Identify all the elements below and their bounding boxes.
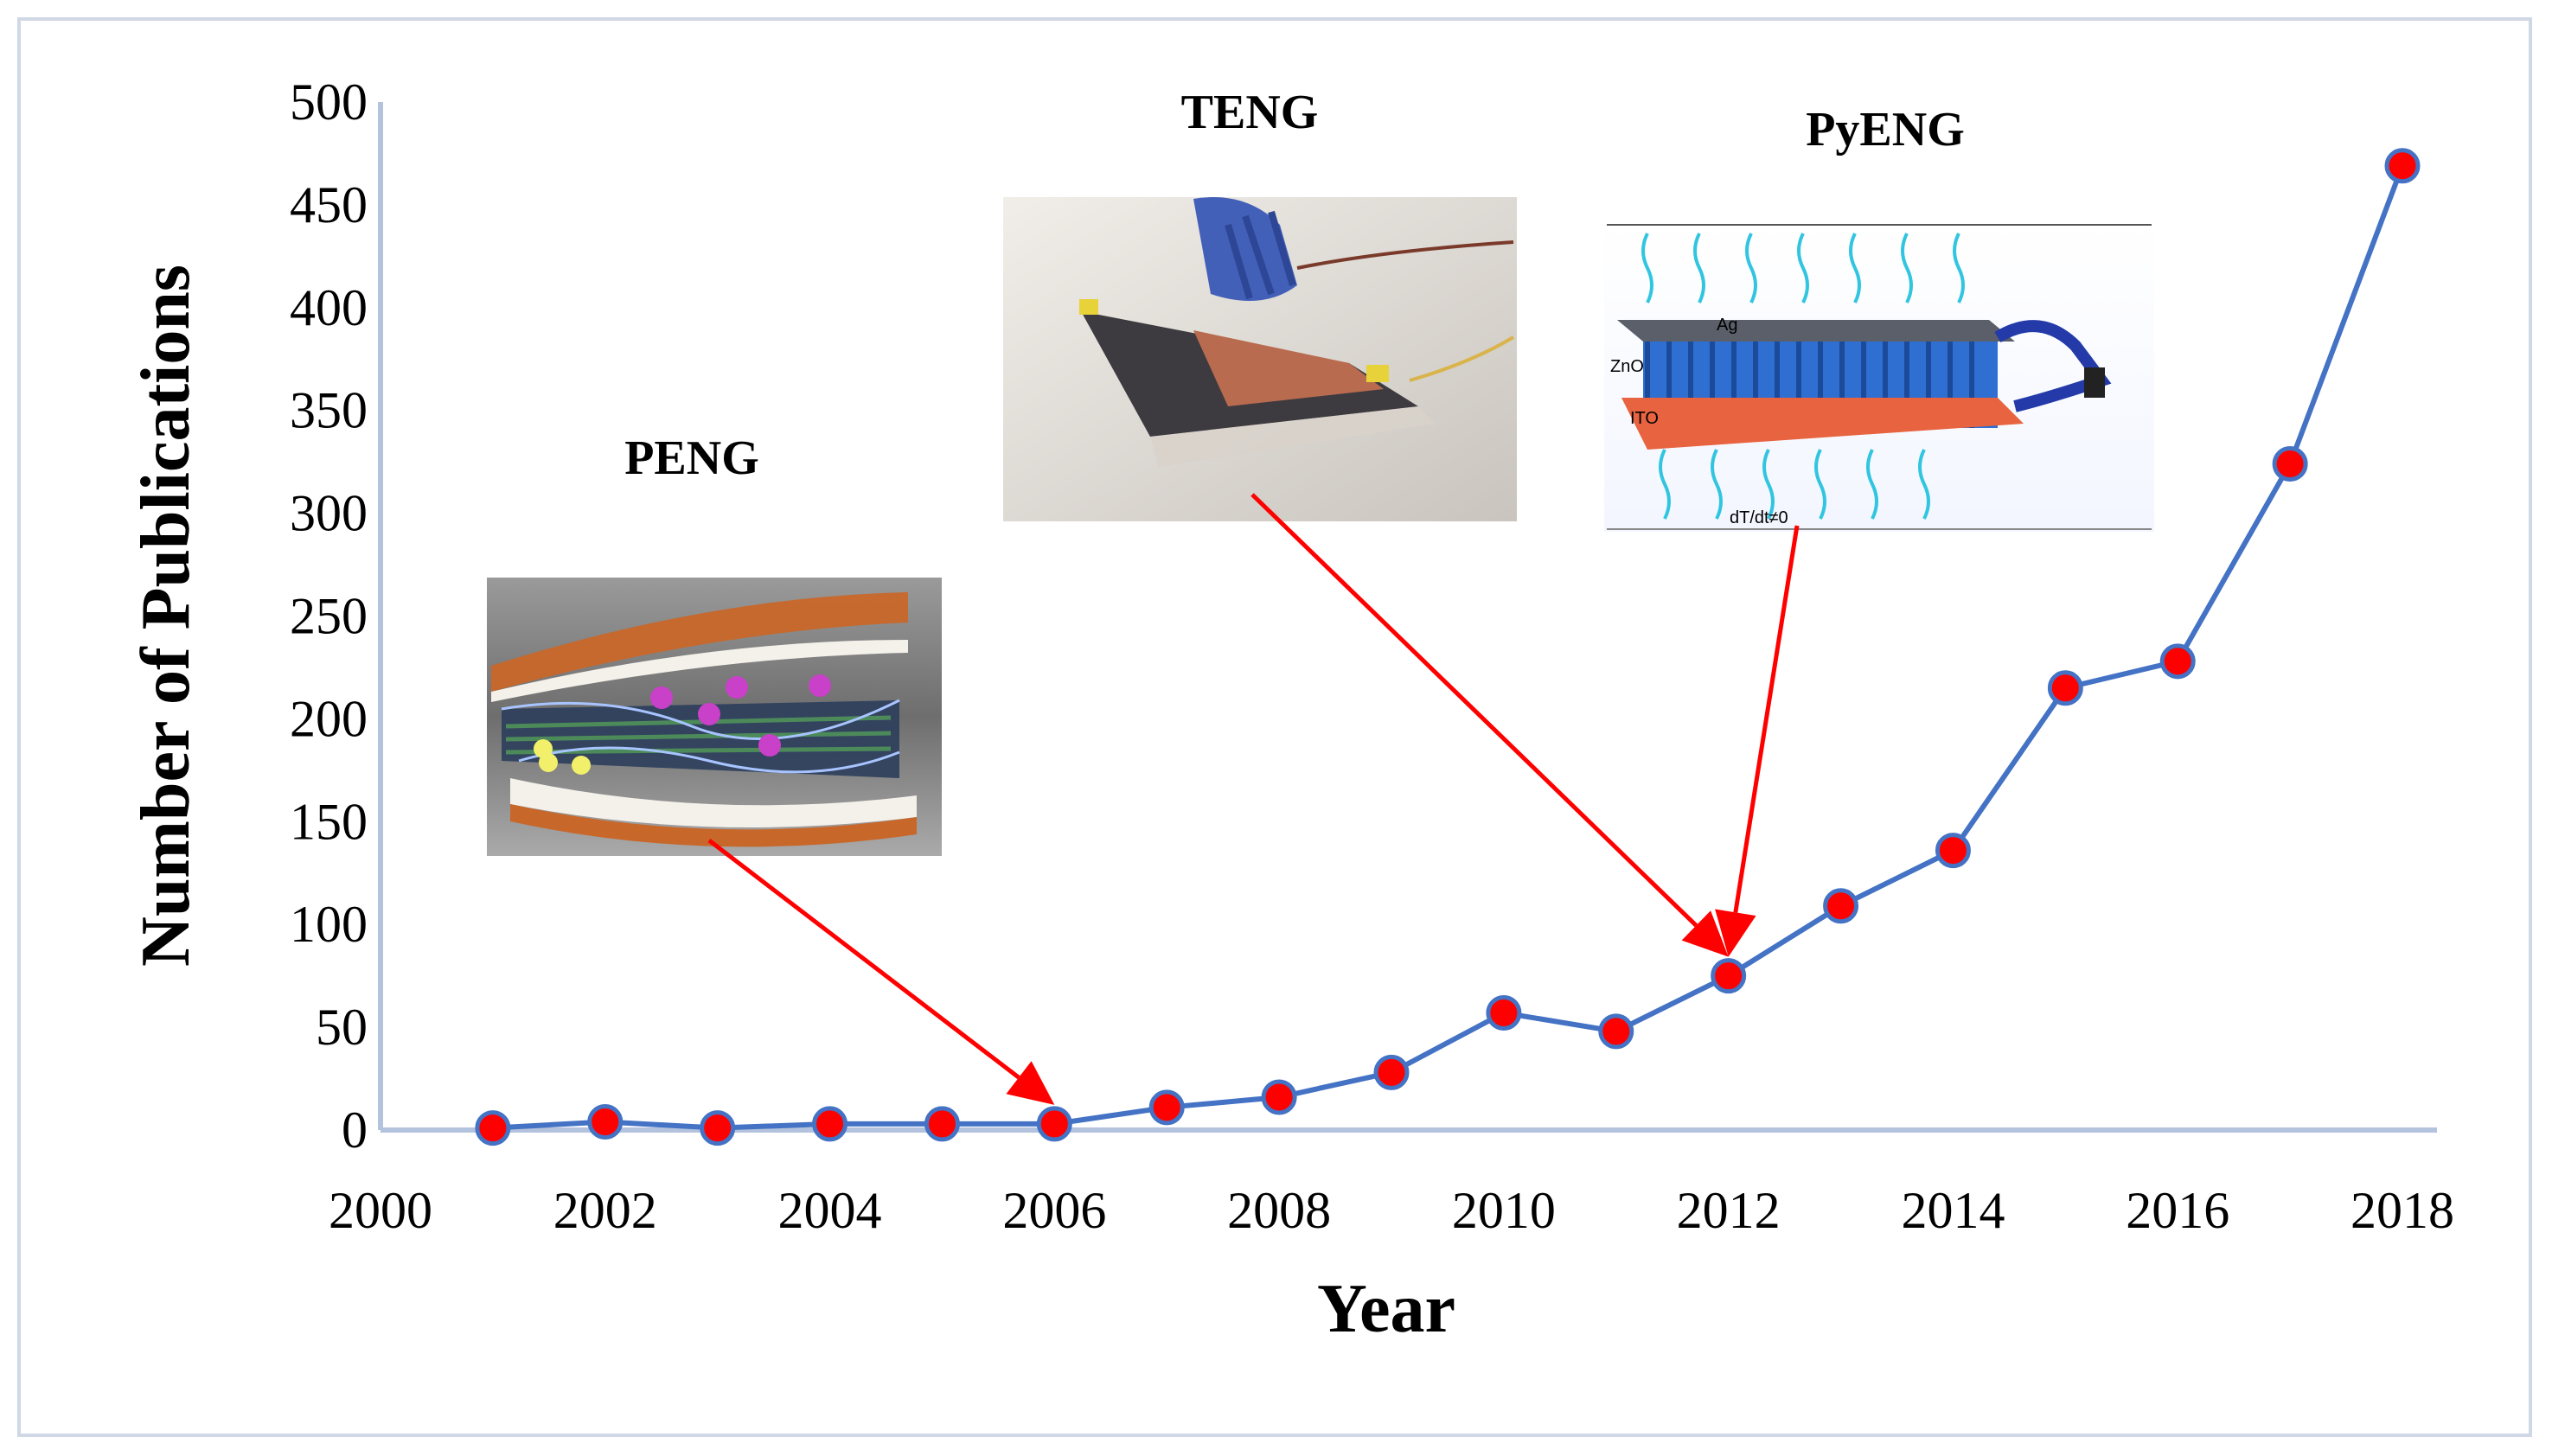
pyeng-inset: Ag ZnO ITO dT/dt≠0 [1604, 220, 2154, 532]
data-point [1711, 958, 1747, 994]
data-point [1148, 1089, 1185, 1126]
x-tick-label: 2014 [1901, 1182, 2005, 1239]
annotation-arrow-shaft [707, 839, 1020, 1080]
pyeng-label-zno: ZnO [1610, 357, 1644, 376]
data-point [1935, 833, 1971, 869]
y-tick-label: 0 [342, 1102, 368, 1159]
x-tick-label: 2002 [553, 1182, 657, 1239]
data-point [587, 1103, 624, 1140]
y-tick-label: 350 [290, 382, 368, 439]
data-point [1036, 1106, 1072, 1142]
data-point [2384, 148, 2421, 184]
annotation-arrow-shaft [1733, 525, 1800, 913]
y-tick-label: 300 [290, 485, 368, 542]
annotation-arrows [707, 493, 1800, 1105]
data-point [2272, 446, 2308, 482]
y-tick-labels: 0 50 100 150 200 250 300 350 400 450 500 [290, 73, 368, 1159]
data-point [1261, 1079, 1297, 1115]
y-tick-label: 150 [290, 793, 368, 850]
annotation-arrow-head [1006, 1061, 1055, 1105]
x-tick-label: 2018 [2351, 1182, 2454, 1239]
y-tick-label: 450 [290, 176, 368, 233]
data-point [2159, 643, 2196, 680]
data-point [1598, 1013, 1634, 1050]
y-tick-label: 100 [290, 896, 368, 953]
teng-title: TENG [1181, 86, 1319, 139]
data-point [924, 1106, 960, 1142]
teng-inset [1003, 197, 1517, 521]
pyeng-title: PyENG [1806, 103, 1965, 156]
y-tick-label: 200 [290, 690, 368, 747]
pyeng-label-condition: dT/dt≠0 [1730, 508, 1788, 527]
y-tick-label: 500 [290, 73, 368, 131]
data-point [700, 1110, 736, 1146]
x-tick-label: 2012 [1677, 1182, 1781, 1239]
y-tick-label: 400 [290, 279, 368, 336]
pyeng-label-ag: Ag [1717, 316, 1737, 335]
data-point [475, 1110, 511, 1146]
annotation-arrow-shaft [1250, 493, 1698, 928]
x-tick-label: 2006 [1002, 1182, 1106, 1239]
annotation-arrow-head [1681, 910, 1729, 957]
peng-title: PENG [624, 431, 759, 485]
x-tick-label: 2008 [1227, 1182, 1331, 1239]
data-point [1373, 1054, 1410, 1090]
pyeng-label-ito: ITO [1630, 409, 1659, 428]
y-tick-label: 250 [290, 588, 368, 645]
data-point [1823, 888, 1859, 924]
x-tick-label: 2010 [1452, 1182, 1556, 1239]
x-tick-labels: 2000 2002 2004 2006 2008 2010 2012 2014 2016 2018 [329, 1182, 2454, 1239]
peng-inset [487, 578, 942, 856]
series-line [492, 164, 2405, 1131]
x-tick-label: 2016 [2126, 1182, 2229, 1239]
x-tick-label: 2004 [778, 1182, 882, 1239]
data-point [2047, 670, 2083, 706]
x-tick-label: 2000 [329, 1182, 432, 1239]
data-point [812, 1106, 848, 1142]
data-point [1486, 994, 1522, 1031]
y-tick-label: 50 [316, 999, 368, 1056]
data-markers [475, 148, 2421, 1146]
annotation-arrow-head [1715, 909, 1756, 957]
x-axis-title: Year [1317, 1271, 1455, 1347]
y-axis-title: Number of Publications [128, 265, 204, 967]
